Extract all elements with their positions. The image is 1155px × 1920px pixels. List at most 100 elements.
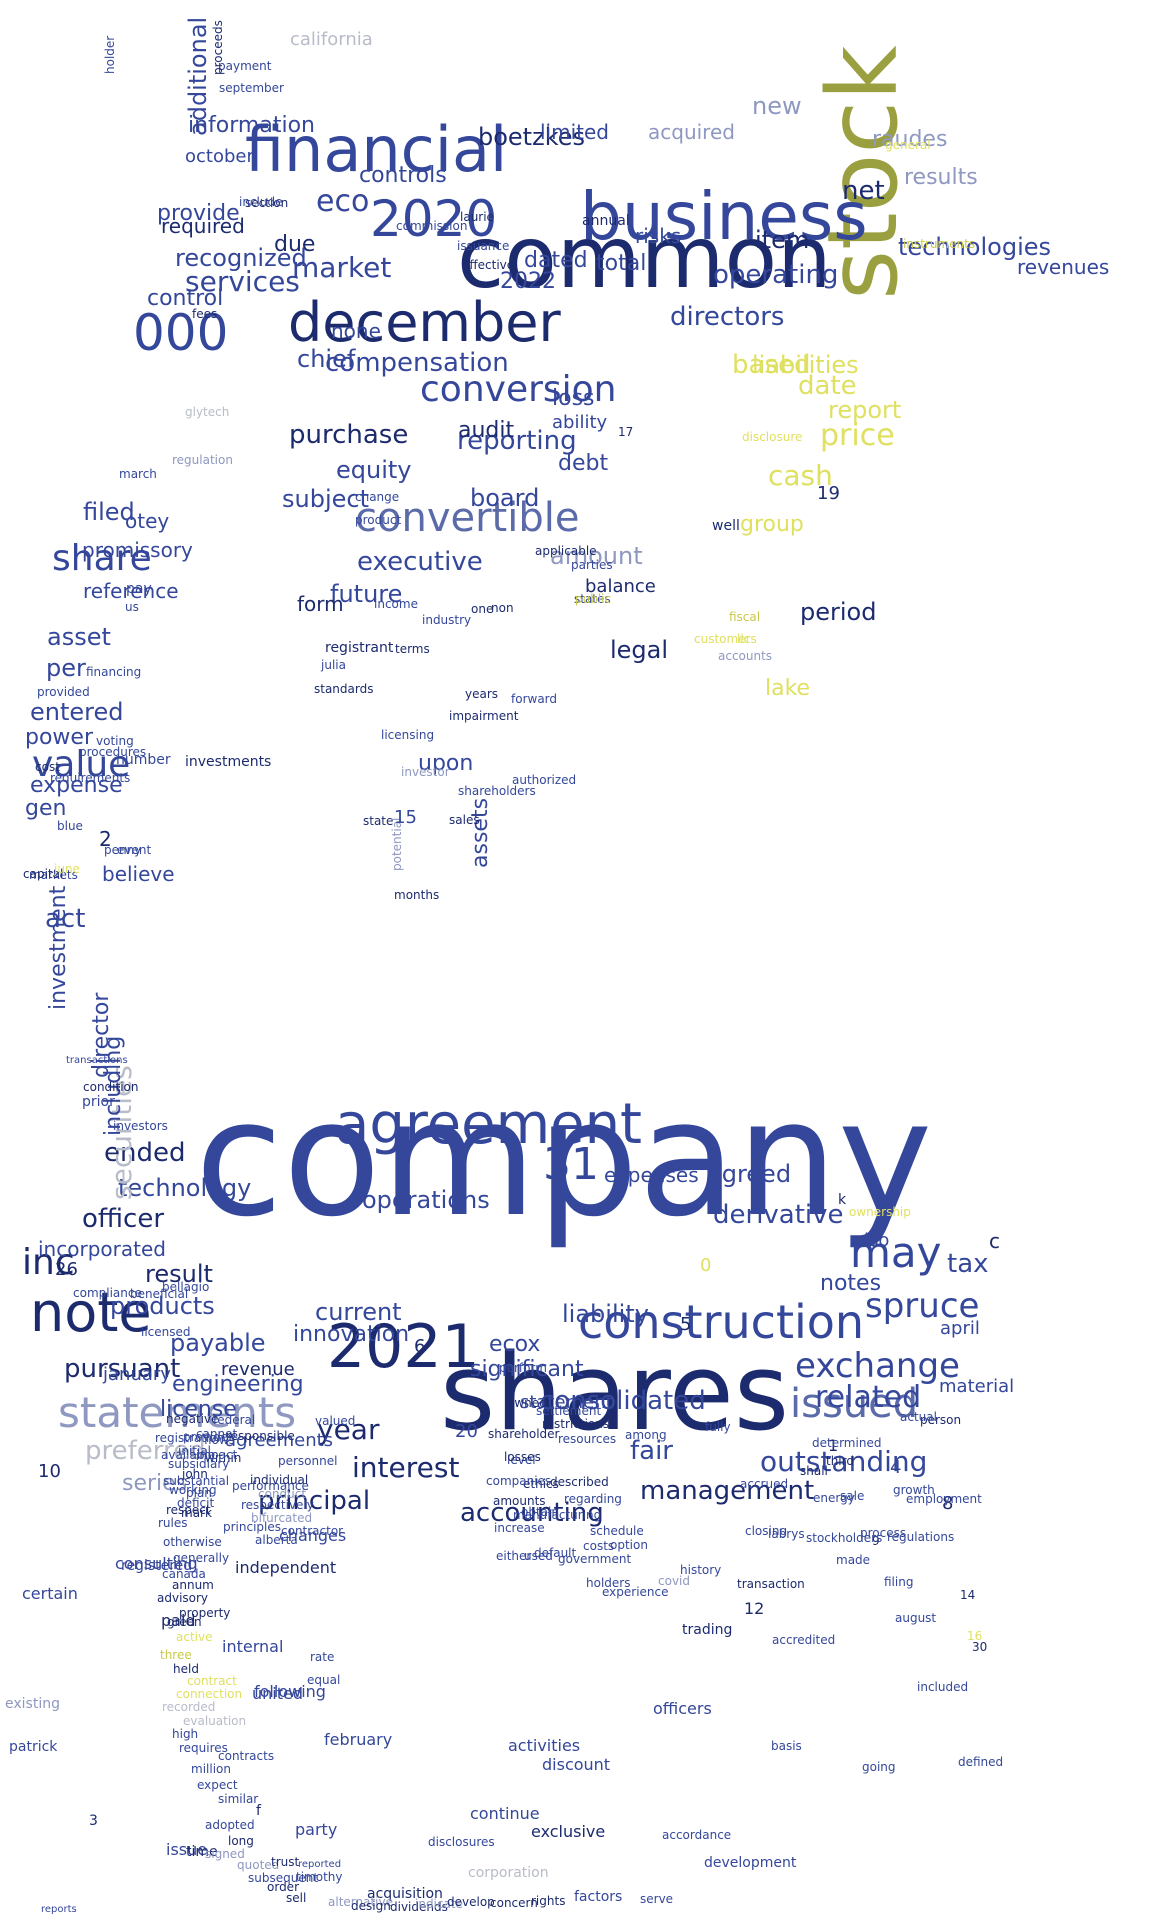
word-299: regarding [564, 1491, 622, 1506]
word-155: registered [121, 1558, 193, 1575]
word-256: 20 [455, 1420, 478, 1442]
word-60: innovation [293, 1322, 410, 1348]
word-137: changes [279, 1526, 347, 1546]
word-236: june [54, 861, 80, 876]
word-214: issuance [457, 238, 510, 253]
word-24: interest [352, 1451, 460, 1485]
word-81: act [45, 903, 86, 934]
word-49: future [330, 579, 403, 608]
word-367: similar [218, 1791, 259, 1806]
word-336: federal [213, 1412, 256, 1427]
word-93: control [147, 286, 224, 312]
word-270: 9 [872, 1533, 880, 1548]
word-59: current [315, 1297, 402, 1326]
word-279: growth [893, 1482, 935, 1497]
word-39: eco [316, 183, 370, 219]
word-143: united [252, 1684, 303, 1704]
word-210: holder [103, 35, 117, 74]
word-30: price [820, 417, 895, 453]
word-156: patrick [9, 1739, 58, 1756]
word-357: held [173, 1661, 199, 1676]
word-315: person [920, 1412, 962, 1427]
word-15: issued [790, 1381, 919, 1427]
word-351: annum [172, 1577, 214, 1592]
word-229: accounts [718, 648, 773, 663]
word-126: revenue [221, 1358, 295, 1380]
word-72: ecox [489, 1332, 541, 1358]
word-312: process [860, 1525, 907, 1540]
word-145: issue [166, 1840, 208, 1860]
word-291: manufacturing [513, 1507, 602, 1522]
word-321: performance [232, 1478, 309, 1493]
word-368: adopted [205, 1817, 255, 1832]
word-376: alternative [328, 1894, 393, 1909]
word-358: contract [187, 1673, 237, 1688]
word-36: year [317, 1413, 380, 1447]
word-318: accordance [662, 1827, 732, 1842]
word-51: amount [550, 541, 643, 570]
word-269: 14 [960, 1587, 976, 1602]
word-247: none [331, 319, 381, 343]
word-97: debt [558, 451, 609, 477]
word-265: 17 [618, 424, 634, 439]
word-173: requirements [50, 770, 131, 785]
word-254: 5 [680, 1313, 692, 1335]
word-302: government [558, 1551, 632, 1566]
word-212: laurie [460, 209, 494, 224]
word-338: available [161, 1447, 216, 1462]
word-379: indicate [415, 1896, 463, 1911]
word-165: serve [640, 1891, 674, 1906]
word-9: note [30, 1281, 152, 1345]
word-189: applicable [535, 543, 597, 558]
word-11: 2020 [370, 189, 498, 248]
word-260: 3 [89, 1813, 98, 1830]
word-180: capital [23, 866, 64, 881]
word-232: us [125, 599, 139, 614]
word-16: may [850, 1228, 942, 1278]
word-151: basis [771, 1738, 802, 1753]
word-108: risks [635, 224, 682, 248]
word-294: companies [486, 1473, 552, 1488]
word-53: management [640, 1475, 815, 1506]
word-257: 10 [38, 1460, 61, 1482]
word-228: years [465, 686, 499, 701]
word-218: licensing [381, 727, 435, 742]
word-113: assets [468, 797, 493, 868]
word-87: boetzkes [478, 122, 586, 151]
word-263: k [838, 1192, 847, 1209]
word-251: 26 [55, 1258, 78, 1280]
word-135: discount [542, 1755, 611, 1775]
word-100: period [800, 597, 877, 626]
word-61: significant [470, 1357, 584, 1383]
word-271: labrys [768, 1526, 805, 1541]
word-69: notes [820, 1271, 882, 1297]
word-120: balance [585, 575, 656, 597]
word-117: results [904, 165, 978, 191]
word-83: investment [46, 885, 71, 1010]
word-190: states [574, 591, 611, 606]
word-284: owned [507, 1395, 547, 1410]
word-250: 15 [394, 806, 417, 828]
word-285: perform [499, 1360, 547, 1375]
word-220: authorized [512, 772, 577, 787]
word-193: llc [737, 631, 751, 646]
word-373: trust [271, 1854, 300, 1869]
word-41: compensation [325, 347, 509, 378]
word-148: development [704, 1855, 797, 1872]
word-176: prior [82, 1094, 115, 1111]
word-29: inc [22, 1242, 75, 1284]
word-272: closing [745, 1523, 788, 1538]
word-18: exchange [795, 1346, 960, 1387]
word-290: amounts [493, 1493, 546, 1508]
word-64: license [160, 1397, 237, 1423]
word-332: flows [204, 1432, 235, 1447]
word-283: shareholder [488, 1426, 560, 1441]
word-185: industry [422, 612, 472, 627]
word-77: entered [30, 697, 124, 726]
word-3: common [457, 207, 832, 308]
word-208: september [219, 80, 284, 95]
word-147: corporation [468, 1865, 549, 1882]
word-345: respect [166, 1502, 211, 1517]
word-282: level [507, 1452, 536, 1467]
word-288: resources [558, 1431, 617, 1446]
